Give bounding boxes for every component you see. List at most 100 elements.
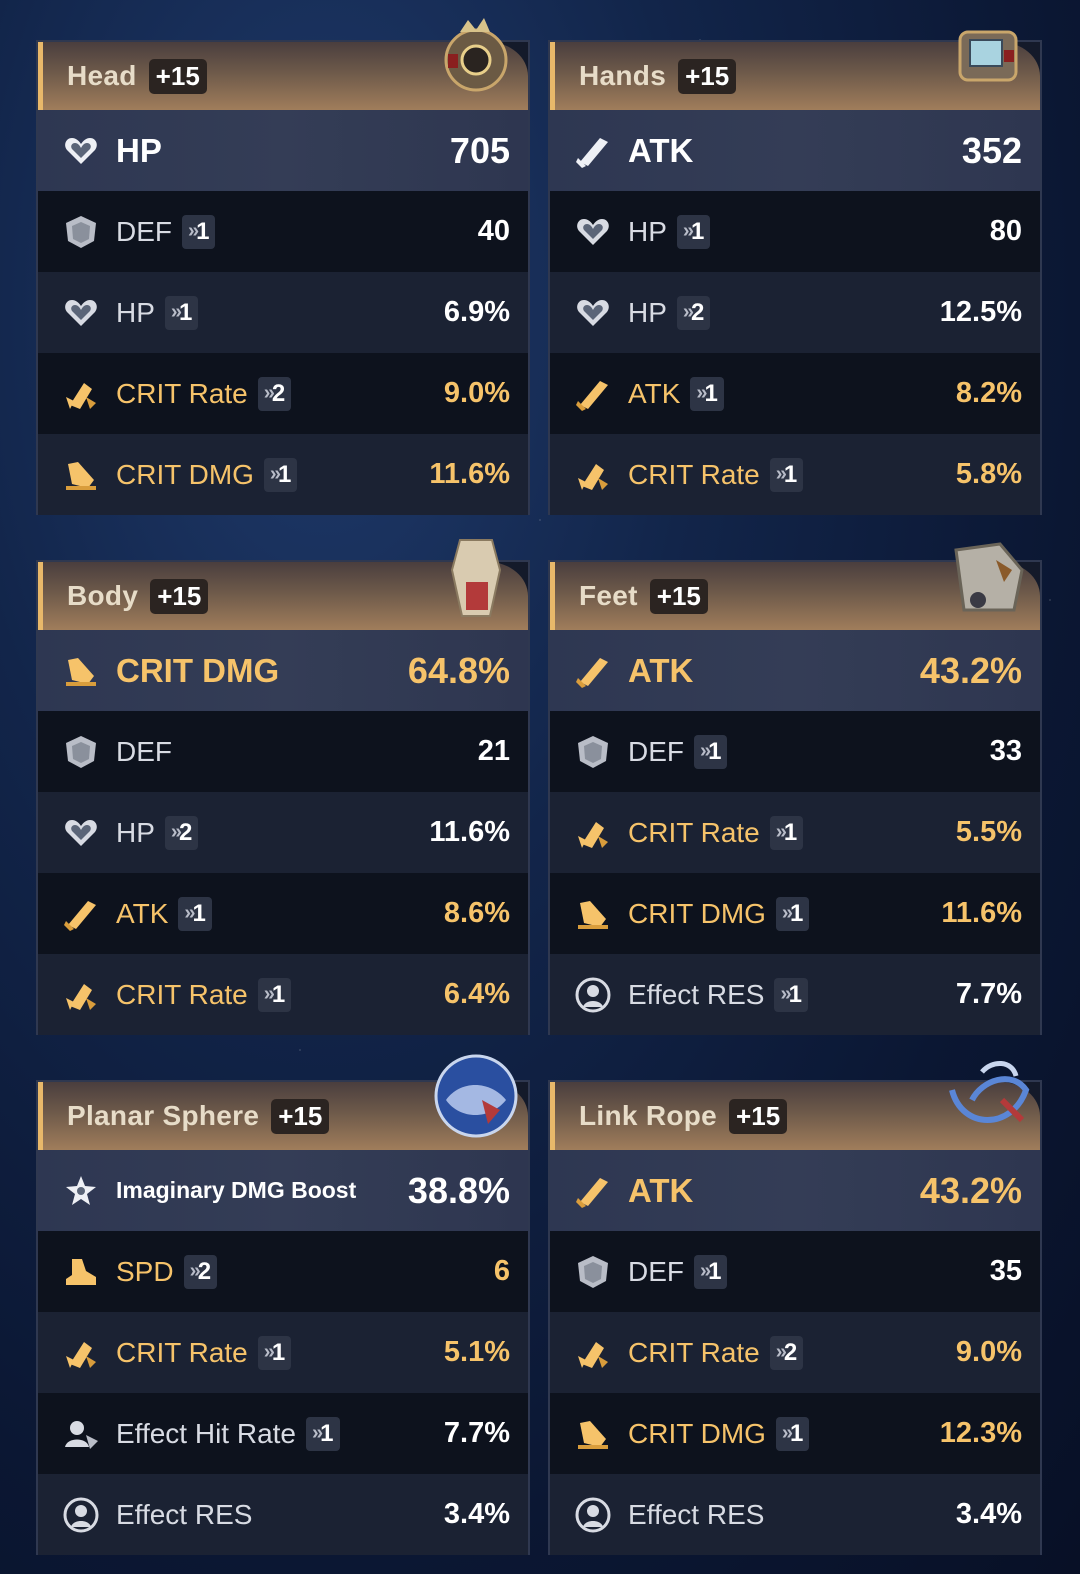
substat-label: CRIT DMG <box>116 458 254 490</box>
substat-row: CRIT DMG » 1 12.3% <box>550 1393 1040 1474</box>
effect-res-icon <box>575 1497 611 1532</box>
substat-value: 11.6% <box>941 897 1022 929</box>
main-stat-value: 43.2% <box>919 1169 1022 1211</box>
roll-badge: » 1 <box>676 214 711 249</box>
substat-row: CRIT DMG » 1 11.6% <box>550 873 1040 954</box>
main-stat-row: ATK 43.2% <box>550 630 1040 711</box>
main-stat-row: ATK 43.2% <box>550 1150 1040 1231</box>
substat-label: HP <box>116 296 155 328</box>
substat-row: CRIT Rate » 1 5.1% <box>38 1312 528 1393</box>
atk-icon <box>576 657 608 688</box>
relic-card-hands[interactable]: Hands +15 ATK 352 HP » 1 80 HP » 2 12.5% <box>548 30 1042 515</box>
level-badge: +15 <box>150 578 209 614</box>
substat-row: DEF » 1 33 <box>550 711 1040 792</box>
roll-badge: » 1 <box>775 896 810 931</box>
level-badge: +15 <box>649 578 708 614</box>
relic-card-body[interactable]: Body +15 CRIT DMG 64.8% DEF 21 HP » 2 11.… <box>36 539 530 1035</box>
substat-row: Effect RES 3.4% <box>550 1474 1040 1555</box>
level-badge: +15 <box>678 58 737 94</box>
relic-card-feet[interactable]: Feet +15 ATK 43.2% DEF » 1 33 CRIT Rate »… <box>548 542 1042 1035</box>
main-stat-value: 705 <box>449 129 510 171</box>
substat-row: CRIT Rate » 1 5.8% <box>550 434 1040 515</box>
crit-rate-icon <box>578 821 608 848</box>
hp-icon <box>65 299 97 326</box>
substat-row: CRIT Rate » 1 5.5% <box>550 792 1040 873</box>
substat-value: 3.4% <box>955 1498 1022 1530</box>
substat-row: ATK » 1 8.6% <box>38 873 528 954</box>
hp-icon <box>65 137 97 164</box>
crit-rate-icon <box>66 382 96 409</box>
substat-value: 7.7% <box>955 978 1022 1010</box>
substat-label: DEF <box>628 1255 684 1287</box>
substat-label: Effect RES <box>628 1498 765 1530</box>
substat-value: 12.3% <box>939 1417 1022 1449</box>
substat-value: 5.1% <box>443 1336 510 1368</box>
roll-badge: » 1 <box>263 457 298 492</box>
roll-badge: » 1 <box>769 457 804 492</box>
substat-row: HP » 2 11.6% <box>38 792 528 873</box>
relic-card-link-rope[interactable]: Link Rope +15 ATK 43.2% DEF » 1 35 CRIT R… <box>548 1061 1042 1555</box>
card-header: Head +15 <box>38 18 528 110</box>
substat-value: 8.6% <box>443 897 510 929</box>
substat-value: 9.0% <box>443 377 510 409</box>
main-stat-value: 43.2% <box>919 649 1022 691</box>
substat-row: DEF 21 <box>38 711 528 792</box>
substat-label: Effect RES <box>116 1498 253 1530</box>
substat-row: CRIT Rate » 2 9.0% <box>38 353 528 434</box>
slot-name: Body <box>67 580 139 611</box>
roll-badge: » 1 <box>775 1416 810 1451</box>
roll-badge: » 1 <box>690 376 724 411</box>
roll-badge: » 1 <box>774 977 808 1012</box>
hp-icon <box>577 299 609 326</box>
substat-row: Effect Hit Rate » 1 7.7% <box>38 1393 528 1474</box>
substat-label: CRIT DMG <box>628 1417 766 1449</box>
head-relic-icon <box>444 18 508 92</box>
roll-badge: » 1 <box>257 1335 292 1370</box>
def-icon <box>66 215 96 248</box>
roll-badge: » 1 <box>257 977 292 1012</box>
substat-value: 80 <box>989 215 1022 247</box>
card-header: Feet +15 <box>550 542 1040 630</box>
slot-name: Planar Sphere <box>67 1100 260 1131</box>
relic-card-head[interactable]: Head +15 HP 705 DEF » 1 40 HP » 1 6.9% <box>36 18 530 515</box>
atk-icon <box>64 900 96 931</box>
card-header: Planar Sphere +15 <box>38 1054 528 1150</box>
imaginary-dmg-icon <box>66 1175 96 1205</box>
crit-rate-icon <box>578 463 608 490</box>
substat-label: CRIT Rate <box>116 377 248 409</box>
atk-icon <box>576 137 608 168</box>
level-badge: +15 <box>729 1098 788 1134</box>
main-stat-label: ATK <box>628 1171 694 1209</box>
atk-icon <box>576 380 608 411</box>
substat-value: 8.2% <box>955 377 1022 409</box>
roll-badge: » 2 <box>769 1335 804 1370</box>
hands-relic-icon <box>958 30 1018 82</box>
substat-row: CRIT Rate » 1 6.4% <box>38 954 528 1035</box>
relic-grid: Head +15 HP 705 DEF » 1 40 HP » 1 6.9% <box>36 18 1042 1555</box>
substat-label: Effect Hit Rate <box>116 1417 297 1449</box>
main-stat-value: 352 <box>961 129 1022 171</box>
relic-card-planar-sphere[interactable]: Planar Sphere +15 Imaginary DMG Boost 38… <box>36 1054 530 1555</box>
substat-value: 3.4% <box>443 1498 510 1530</box>
feet-relic-icon <box>954 542 1024 612</box>
substat-row: DEF » 1 35 <box>550 1231 1040 1312</box>
substat-label: ATK <box>116 897 169 929</box>
crit-rate-icon <box>66 1341 96 1368</box>
substat-value: 21 <box>477 735 510 767</box>
substat-row: CRIT DMG » 1 11.6% <box>38 434 528 515</box>
card-header: Hands +15 <box>550 30 1040 110</box>
roll-badge: » 1 <box>694 1254 728 1289</box>
crit-dmg-icon <box>578 900 608 929</box>
main-stat-value: 64.8% <box>407 649 510 691</box>
spd-icon <box>66 1258 96 1285</box>
slot-name: Hands <box>579 60 667 91</box>
roll-badge: » 1 <box>164 295 199 330</box>
roll-badge: » 2 <box>257 376 292 411</box>
substat-value: 11.6% <box>429 458 510 490</box>
def-icon <box>66 735 96 768</box>
substat-value: 5.8% <box>955 458 1022 490</box>
substat-label: CRIT Rate <box>628 1336 760 1368</box>
substat-label: CRIT Rate <box>628 816 760 848</box>
substat-label: HP <box>628 296 667 328</box>
substat-row: Effect RES » 1 7.7% <box>550 954 1040 1035</box>
